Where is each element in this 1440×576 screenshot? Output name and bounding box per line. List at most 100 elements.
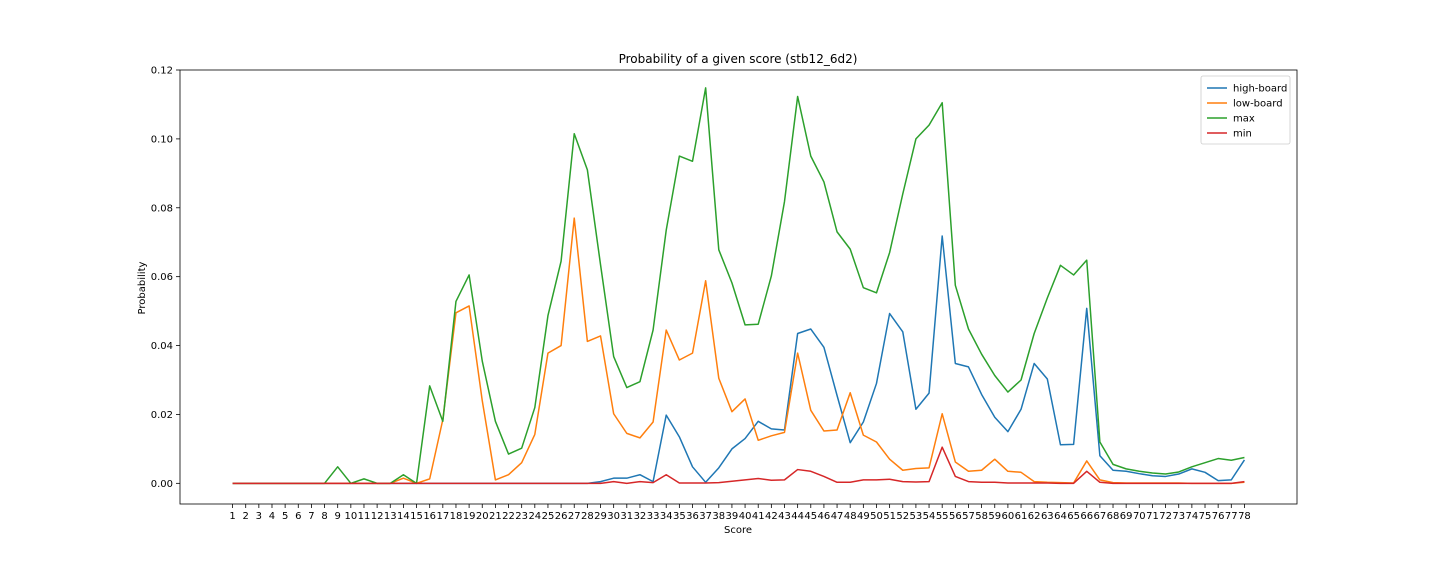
x-tick-label: 28	[581, 511, 594, 522]
x-tick-label: 68	[1107, 511, 1120, 522]
x-tick-label: 10	[344, 511, 357, 522]
x-tick-label: 14	[397, 511, 410, 522]
legend-box	[1200, 75, 1291, 145]
x-tick-label: 37	[699, 511, 712, 522]
y-axis-label: Probability	[137, 261, 148, 314]
x-tick-label: 56	[949, 511, 962, 522]
y-tick-label: 0.04	[151, 341, 173, 352]
series-line-max	[232, 87, 1245, 485]
y-tick-label: 0.06	[151, 272, 173, 283]
x-tick-label: 6	[295, 511, 301, 522]
x-tick-label: 19	[463, 511, 476, 522]
x-tick-label: 20	[476, 511, 489, 522]
y-tick-label: 0.02	[151, 410, 173, 421]
x-axis: 1 2 3 4 5 6 7 8 9 10 11 12 13 14 15 16 17 18 19 20 21 22 23 24 2…	[229, 504, 1251, 522]
x-tick-label: 3	[256, 511, 262, 522]
y-tick-label: 0.10	[151, 134, 173, 145]
legend-label: low-board	[1233, 99, 1283, 110]
x-tick-label: 42	[765, 511, 778, 522]
x-tick-label: 41	[752, 511, 765, 522]
x-tick-label: 26	[555, 511, 568, 522]
x-tick-label: 49	[857, 511, 870, 522]
x-tick-label: 58	[975, 511, 988, 522]
x-tick-label: 34	[660, 511, 673, 522]
x-tick-label: 75	[1199, 511, 1212, 522]
x-tick-label: 66	[1080, 511, 1093, 522]
x-tick-label: 67	[1094, 511, 1107, 522]
plot-frame	[179, 69, 1298, 505]
x-tick-label: 1	[229, 511, 235, 522]
x-tick-label: 64	[1054, 511, 1067, 522]
x-tick-label: 55	[936, 511, 949, 522]
x-tick-label: 65	[1067, 511, 1080, 522]
x-tick-label: 17	[436, 511, 449, 522]
x-tick-label: 54	[923, 511, 936, 522]
x-tick-label: 44	[791, 511, 804, 522]
x-tick-label: 74	[1186, 511, 1199, 522]
x-tick-label: 5	[282, 511, 288, 522]
legend: high-board low-board max min	[1200, 75, 1291, 145]
series-lines	[232, 87, 1246, 485]
x-tick-label: 36	[686, 511, 699, 522]
x-tick-label: 57	[962, 511, 975, 522]
x-tick-label: 50	[870, 511, 883, 522]
x-tick-label: 15	[410, 511, 423, 522]
x-tick-label: 73	[1172, 511, 1185, 522]
x-tick-label: 18	[450, 511, 463, 522]
x-tick-label: 63	[1041, 511, 1054, 522]
legend-label: max	[1233, 114, 1255, 125]
x-tick-label: 2	[243, 511, 249, 522]
x-tick-label: 35	[673, 511, 686, 522]
y-tick-label: 0.00	[151, 479, 173, 490]
x-tick-label: 53	[910, 511, 923, 522]
x-tick-label: 59	[988, 511, 1001, 522]
x-tick-label: 51	[883, 511, 896, 522]
x-tick-label: 25	[542, 511, 555, 522]
x-axis-label: Score	[724, 525, 752, 536]
x-tick-label: 70	[1133, 511, 1146, 522]
x-tick-label: 30	[607, 511, 620, 522]
x-tick-label: 8	[321, 511, 327, 522]
x-tick-label: 16	[423, 511, 436, 522]
x-tick-label: 32	[634, 511, 647, 522]
x-tick-label: 47	[831, 511, 844, 522]
x-tick-label: 13	[384, 511, 397, 522]
x-tick-label: 9	[335, 511, 341, 522]
x-tick-label: 46	[818, 511, 831, 522]
x-tick-label: 45	[804, 511, 817, 522]
chart-title: Probability of a given score (stb12_6d2)	[619, 52, 858, 66]
x-tick-label: 4	[269, 511, 275, 522]
x-tick-label: 27	[568, 511, 581, 522]
x-tick-label: 38	[712, 511, 725, 522]
legend-label: high-board	[1233, 84, 1287, 95]
x-tick-label: 33	[647, 511, 660, 522]
x-tick-label: 77	[1225, 511, 1238, 522]
x-tick-label: 21	[489, 511, 502, 522]
x-tick-label: 40	[739, 511, 752, 522]
x-tick-label: 23	[515, 511, 528, 522]
x-tick-label: 31	[620, 511, 633, 522]
x-tick-label: 60	[1002, 511, 1015, 522]
legend-label: min	[1233, 129, 1252, 140]
x-tick-label: 12	[371, 511, 384, 522]
x-tick-label: 7	[308, 511, 314, 522]
x-tick-label: 78	[1238, 511, 1251, 522]
y-tick-label: 0.08	[151, 203, 173, 214]
series-line-min	[232, 446, 1245, 485]
x-tick-label: 43	[778, 511, 791, 522]
x-tick-label: 48	[844, 511, 857, 522]
x-tick-label: 11	[358, 511, 371, 522]
series-line-low-board	[232, 217, 1245, 485]
x-tick-label: 76	[1212, 511, 1225, 522]
x-tick-label: 22	[502, 511, 515, 522]
x-tick-label: 52	[896, 511, 909, 522]
y-tick-label: 0.12	[151, 66, 173, 77]
x-tick-label: 29	[594, 511, 607, 522]
x-tick-label: 61	[1015, 511, 1028, 522]
x-tick-label: 39	[726, 511, 739, 522]
x-tick-label: 72	[1159, 511, 1172, 522]
x-tick-label: 71	[1146, 511, 1159, 522]
x-tick-label: 62	[1028, 511, 1041, 522]
x-tick-label: 69	[1120, 511, 1133, 522]
